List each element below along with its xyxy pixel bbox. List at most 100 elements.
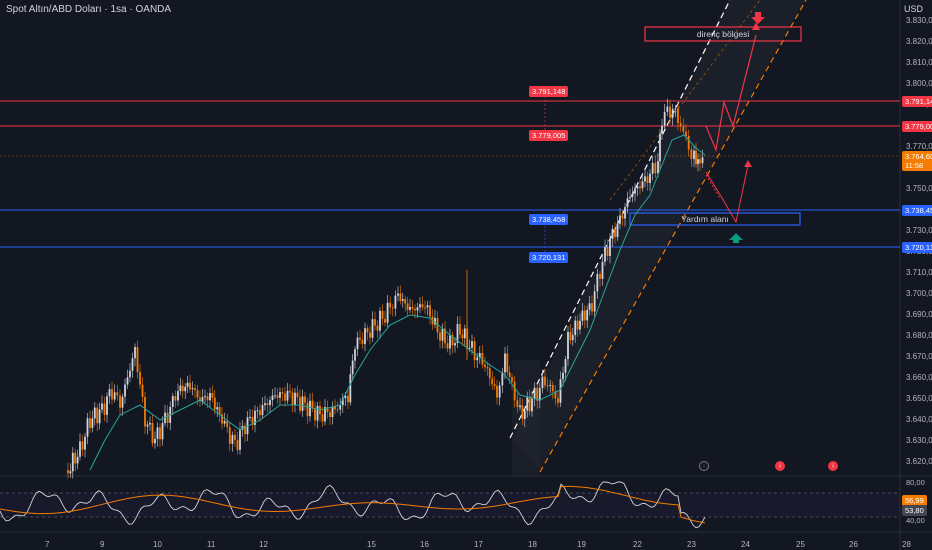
candle-body (354, 349, 356, 361)
candle-body (218, 407, 221, 415)
candle-body (508, 372, 511, 378)
candle-body (574, 320, 577, 336)
candle-body (189, 382, 191, 390)
candle-body (669, 106, 671, 118)
candle-body (149, 422, 151, 425)
candle-body (216, 407, 219, 410)
candle-body (274, 395, 276, 397)
projection-alt-path[interactable] (705, 164, 749, 224)
event-marker-1[interactable]: ↓ (699, 461, 709, 471)
event-marker-2[interactable]: ↓ (775, 461, 785, 471)
candle-body (601, 261, 604, 279)
candle-body (314, 408, 316, 421)
candle-body (326, 407, 329, 413)
candle-body (588, 303, 591, 310)
candle-body (496, 385, 498, 398)
candle-body (414, 308, 416, 311)
candle-body (98, 409, 101, 424)
candle-body (113, 392, 116, 400)
price-tick: 3.770,000 (906, 142, 932, 151)
price-tick: 3.660,000 (906, 373, 932, 382)
currency-label[interactable]: USD (904, 4, 924, 14)
price-tick: 3.810,000 (906, 58, 932, 67)
candle-body (386, 302, 389, 323)
trend-channel-fill[interactable] (512, 0, 900, 470)
candle-body (409, 306, 411, 310)
candle-body (406, 303, 409, 310)
candle-body (236, 439, 239, 450)
support-low-label[interactable]: 3.720,131 (529, 252, 569, 263)
candle-body (181, 385, 184, 392)
candle-body (279, 392, 281, 398)
candle-body (239, 429, 241, 450)
candle-body (151, 422, 154, 444)
resistance-high-label[interactable]: 3.791,148 (529, 86, 569, 97)
candle-body (139, 371, 141, 385)
candle-body (356, 337, 359, 350)
candle-body (401, 299, 404, 301)
candle-body (459, 323, 461, 335)
event-marker-3[interactable]: ↓ (828, 461, 838, 471)
candle-body (69, 471, 72, 474)
candle-body (161, 423, 164, 440)
resistance-zone-label: direnç bölgesi (696, 29, 750, 39)
candle-body (306, 402, 309, 417)
candle-body (421, 304, 424, 308)
candle-body (471, 341, 473, 348)
candle-body (531, 398, 533, 412)
candle-body (513, 381, 516, 401)
candle-body (81, 441, 84, 450)
candle-body (473, 341, 476, 361)
candle-body (266, 403, 269, 406)
price-tick: 3.820,000 (906, 37, 932, 46)
candle-body (206, 396, 209, 401)
price-tick: 3.680,000 (906, 331, 932, 340)
candle-body (364, 328, 366, 344)
candle-body (194, 388, 196, 391)
time-tick: 17 (474, 540, 483, 549)
candle-body (424, 307, 426, 309)
resistance-low-label[interactable]: 3.779,005 (529, 130, 569, 141)
candle-body (614, 228, 616, 237)
candle-body (446, 343, 449, 349)
support-zone[interactable] (629, 212, 801, 226)
candle-body (646, 176, 649, 184)
candles-group (67, 98, 704, 479)
candle-body (493, 384, 496, 386)
support-high-label[interactable]: 3.738,458 (529, 214, 569, 225)
candle-body (526, 397, 529, 411)
arrow-head-2 (744, 160, 752, 167)
candle-body (484, 364, 486, 367)
candle-body (89, 418, 91, 428)
moving-average-line (89, 134, 706, 471)
candle-body (641, 181, 644, 189)
channel-lower-line[interactable] (539, 0, 807, 473)
candle-body (679, 123, 682, 127)
candle-body (177, 391, 179, 401)
candle-body (126, 377, 129, 385)
candle-body (141, 384, 144, 398)
candle-body (541, 376, 544, 389)
candle-body (244, 425, 246, 435)
candle-body (533, 387, 536, 399)
candle-body (449, 335, 451, 349)
time-tick: 16 (420, 540, 429, 549)
resistance-zone[interactable] (644, 26, 802, 42)
price-tick: 3.620,000 (906, 457, 932, 466)
candle-body (571, 335, 574, 341)
candle-body (659, 133, 661, 162)
candle-body (701, 157, 704, 164)
candle-body (159, 427, 161, 440)
candle-body (226, 420, 229, 428)
projection-bullish-path[interactable] (705, 34, 757, 153)
candle-body (504, 353, 506, 373)
candle-body (234, 434, 236, 440)
time-tick: 26 (849, 540, 858, 549)
time-tick: 7 (45, 540, 50, 549)
current-price-value: 3.764,609 (905, 152, 932, 161)
candle-body (316, 405, 319, 421)
candle-body (106, 396, 108, 415)
price-tick: 3.650,000 (906, 394, 932, 403)
candle-body (116, 392, 119, 396)
